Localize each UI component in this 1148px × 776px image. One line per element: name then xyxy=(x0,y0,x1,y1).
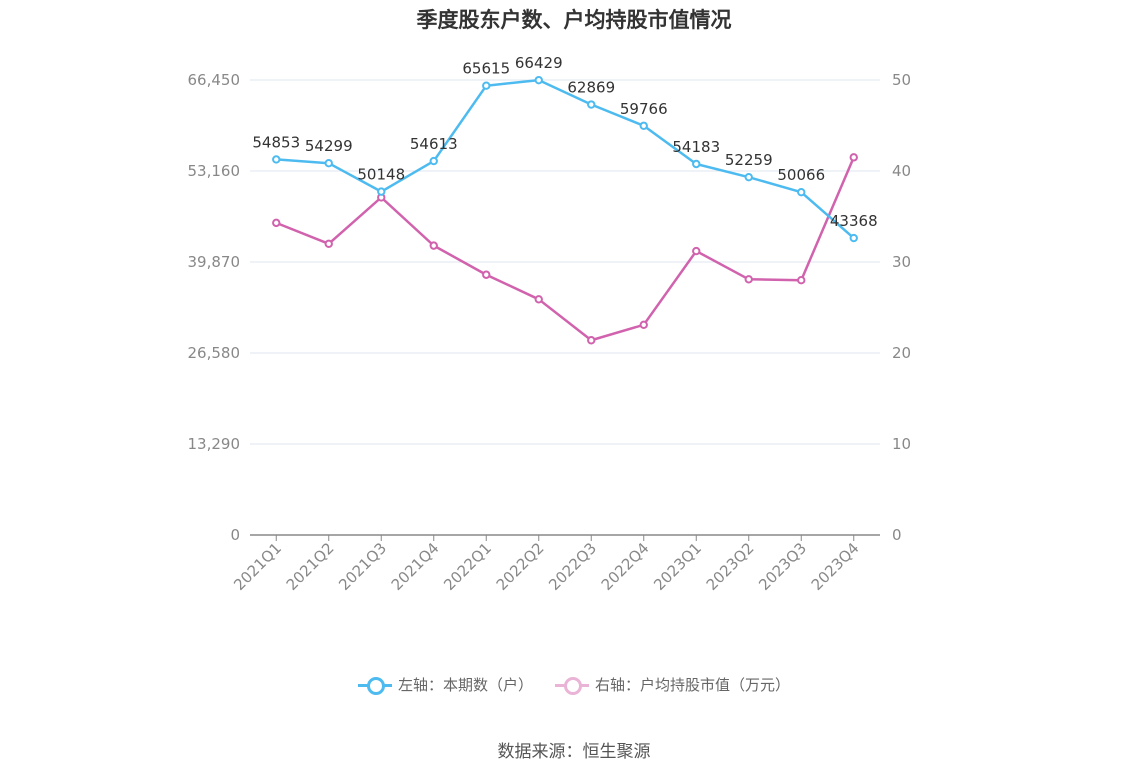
left-tick-label: 66,450 xyxy=(188,71,241,89)
data-source: 数据来源：恒生聚源 xyxy=(497,742,651,762)
left-tick-label: 0 xyxy=(230,526,240,544)
shareholder-count-point xyxy=(429,156,438,166)
avg-holding-value-point xyxy=(272,218,281,228)
left-tick-label: 26,580 xyxy=(188,344,241,362)
avg-holding-value-point xyxy=(324,239,333,249)
x-axis: 2021Q12021Q22021Q32021Q42022Q12022Q22022… xyxy=(230,534,880,594)
shareholder-count-point xyxy=(849,233,858,243)
shareholder-count-point xyxy=(377,187,386,196)
x-tick-label: 2021Q4 xyxy=(388,539,443,594)
x-tick-label: 2023Q1 xyxy=(650,539,705,594)
data-label: 43368 xyxy=(830,212,878,230)
data-label: 66429 xyxy=(515,54,563,72)
right-tick-label: 30 xyxy=(892,253,911,271)
avg-holding-value-point xyxy=(429,241,438,250)
data-label: 50148 xyxy=(357,166,405,184)
data-label: 54299 xyxy=(305,137,353,155)
shareholder-count-point xyxy=(272,155,281,164)
legend-label-left: 左轴：本期数（户） xyxy=(397,676,533,694)
right-tick-label: 40 xyxy=(892,162,911,180)
data-label: 62869 xyxy=(567,79,615,97)
shareholder-count-point xyxy=(744,172,753,182)
x-tick-label: 2023Q4 xyxy=(808,539,863,594)
data-label: 54183 xyxy=(672,138,720,156)
data-label: 50066 xyxy=(777,166,825,184)
x-tick-label: 2021Q3 xyxy=(335,539,390,594)
avg-holding-value-point xyxy=(639,320,648,329)
x-tick-label: 2022Q3 xyxy=(545,539,600,594)
avg-holding-value-point xyxy=(482,270,491,279)
right-axis-ticks: 0 10 20 30 40 50 xyxy=(892,71,911,544)
left-axis-ticks: 0 13,290 26,580 39,870 53,160 66,450 xyxy=(188,71,241,544)
avg-holding-value-point xyxy=(744,275,753,284)
left-tick-label: 53,160 xyxy=(188,162,241,180)
x-tick-label: 2022Q2 xyxy=(493,539,548,594)
avg-holding-value-point xyxy=(587,336,596,345)
legend: 左轴：本期数（户） 右轴：户均持股市值（万元） xyxy=(0,674,1148,695)
chart-title: 季度股东户数、户均持股市值情况 xyxy=(416,8,732,32)
legend-label-right: 右轴：户均持股市值（万元） xyxy=(595,676,791,694)
left-tick-label: 13,290 xyxy=(188,435,241,453)
x-tick-label: 2023Q3 xyxy=(755,539,810,594)
shareholder-count-point xyxy=(692,159,701,169)
grid-lines xyxy=(250,79,880,445)
avg-holding-value-point xyxy=(534,295,543,304)
shareholder-count-point xyxy=(639,121,648,130)
data-label: 52259 xyxy=(725,151,773,169)
legend-marker-blue-icon xyxy=(357,675,392,695)
avg-holding-value-point xyxy=(692,246,701,256)
x-tick-label: 2021Q1 xyxy=(230,539,285,594)
legend-marker-pink-icon xyxy=(555,675,589,695)
shareholder-count-line xyxy=(276,78,855,239)
legend-item-right[interactable]: 右轴：户均持股市值（万元） xyxy=(555,674,790,695)
data-label: 59766 xyxy=(620,100,668,118)
left-tick-label: 39,870 xyxy=(188,253,241,271)
x-tick-label: 2023Q2 xyxy=(703,539,758,594)
avg-holding-value-point xyxy=(849,153,858,162)
right-tick-label: 10 xyxy=(892,435,911,453)
legend-item-left[interactable]: 左轴：本期数（户） xyxy=(357,674,533,695)
right-tick-label: 20 xyxy=(892,344,911,362)
shareholder-count-point xyxy=(324,159,333,168)
data-label: 65615 xyxy=(462,60,510,78)
data-label: 54853 xyxy=(252,133,300,151)
x-tick-label: 2022Q4 xyxy=(598,539,653,594)
line-chart: 0 13,290 26,580 39,870 53,160 66,450 0 10 20 30 4… xyxy=(188,54,912,594)
avg-holding-value-line xyxy=(275,156,855,342)
series-left xyxy=(272,75,858,243)
shareholder-count-point xyxy=(482,81,491,90)
shareholder-count-point xyxy=(534,75,543,85)
x-tick-label: 2022Q1 xyxy=(440,539,495,594)
x-tick-label: 2021Q2 xyxy=(283,539,338,594)
series-right xyxy=(272,153,858,345)
data-label: 54613 xyxy=(410,135,458,153)
avg-holding-value-point xyxy=(797,276,806,285)
shareholder-count-point xyxy=(587,100,596,109)
right-tick-label: 50 xyxy=(892,71,911,89)
shareholder-count-point xyxy=(797,187,806,197)
right-tick-label: 0 xyxy=(892,526,902,544)
